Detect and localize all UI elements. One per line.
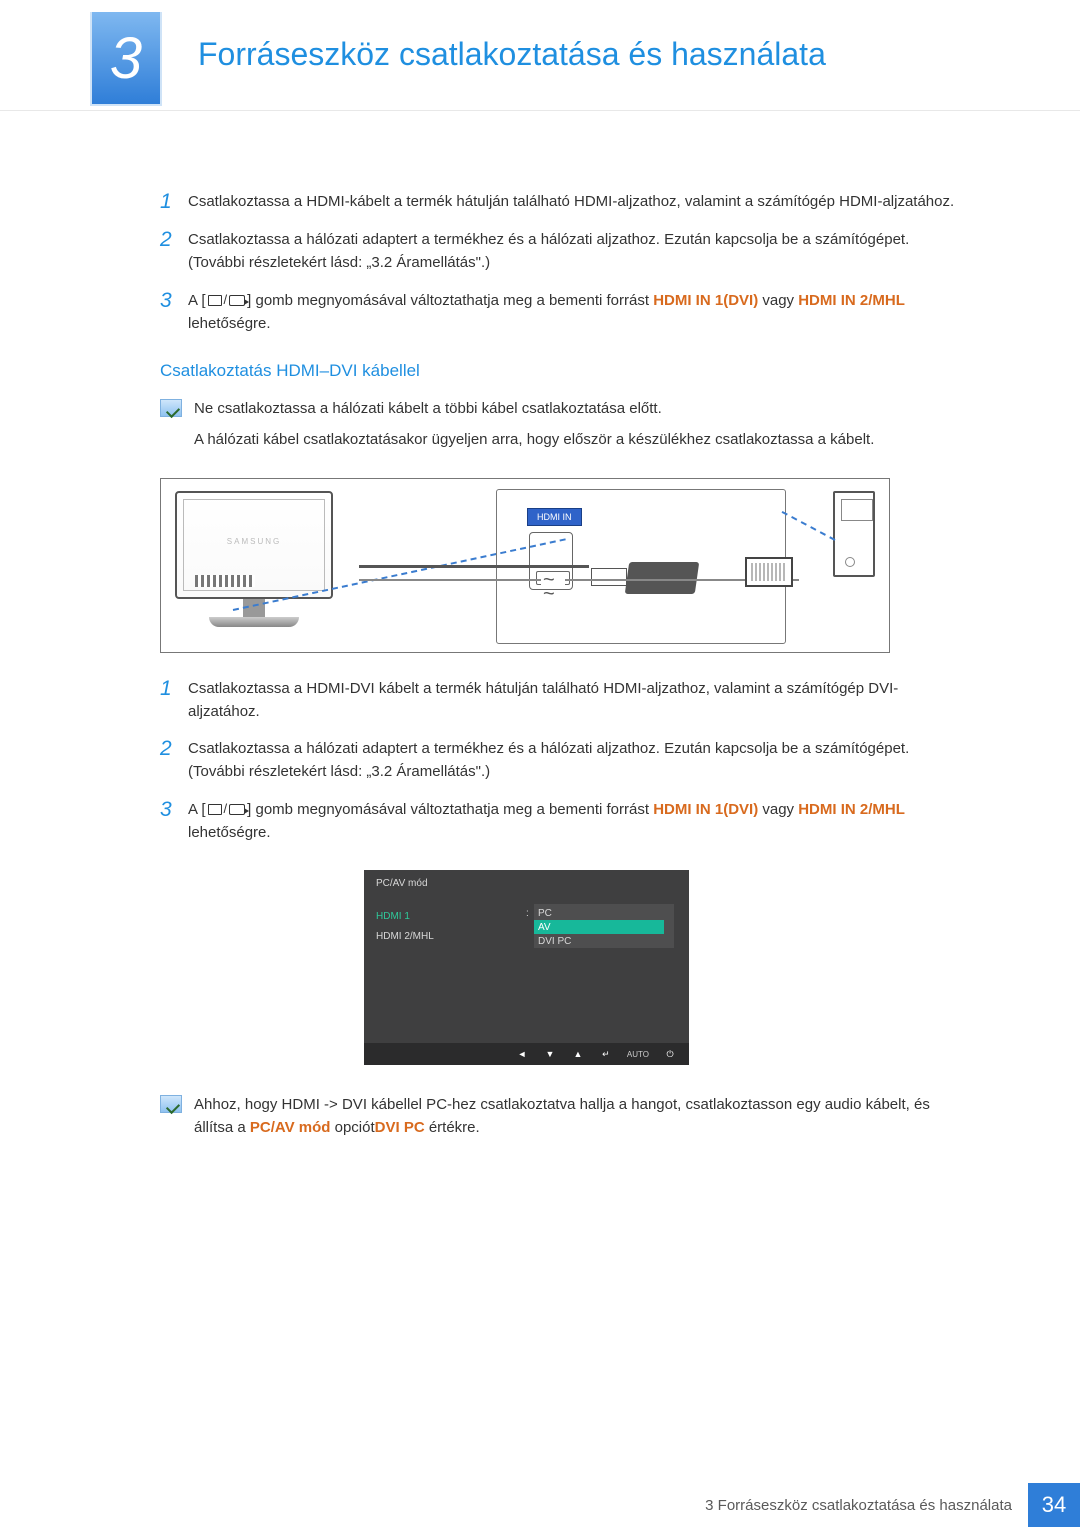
cable-break-icon <box>541 591 565 603</box>
list-item: 1 Csatlakoztassa a HDMI-kábelt a termék … <box>160 190 960 214</box>
note-body: Ne csatlakoztassa a hálózati kábelt a tö… <box>194 397 874 460</box>
osd-auto-label: AUTO <box>627 1050 649 1059</box>
monitor-brand: SAMSUNG <box>227 537 281 546</box>
osd-options: PC AV DVI PC <box>534 906 674 948</box>
pc-tower-icon <box>833 491 875 577</box>
note-block: Ahhoz, hogy HDMI -> DVI kábellel PC-hez … <box>160 1093 960 1148</box>
text-fragment: A [ <box>188 292 206 309</box>
footer-chapter-text: 3 Forráseszköz csatlakoztatása és haszná… <box>705 1483 1028 1527</box>
text-fragment: lehetőségre. <box>188 315 271 332</box>
slash-icon: / <box>224 290 228 310</box>
source-button-icon: / <box>208 290 246 310</box>
hdmi-plug-icon <box>591 568 627 586</box>
highlight-text: HDMI IN 2/MHL <box>798 801 905 818</box>
osd-title: PC/AV mód <box>376 878 428 889</box>
numbered-list-2: 1 Csatlakoztassa a HDMI-DVI kábelt a ter… <box>160 677 960 845</box>
text-fragment: opciót <box>330 1119 374 1136</box>
monitor-icon <box>208 295 222 306</box>
list-item: 1 Csatlakoztassa a HDMI-DVI kábelt a ter… <box>160 677 960 724</box>
text-fragment: értékre. <box>425 1119 480 1136</box>
highlight-text: DVI PC <box>375 1119 425 1136</box>
highlight-text: PC/AV mód <box>250 1119 331 1136</box>
dvi-connector-icon <box>745 557 793 587</box>
note-block: Ne csatlakoztassa a hálózati kábelt a tö… <box>160 397 960 460</box>
text-fragment: lehetőségre. <box>188 824 271 841</box>
numbered-list-1: 1 Csatlakoztassa a HDMI-kábelt a termék … <box>160 190 960 335</box>
highlight-text: HDMI IN 2/MHL <box>798 292 905 309</box>
cable-line <box>359 579 799 581</box>
source-button-icon: / <box>208 799 246 819</box>
osd-row: HDMI 2/MHL <box>376 928 526 944</box>
subheading-hdmi-dvi: Csatlakoztatás HDMI–DVI kábellel <box>160 361 960 381</box>
item-text: A [ / ] gomb megnyomásával változtathatja … <box>188 798 960 845</box>
osd-up-icon: ▲ <box>571 1049 585 1059</box>
item-text: Csatlakoztassa a hálózati adaptert a ter… <box>188 228 960 275</box>
hdmi-cable-icon <box>625 562 699 594</box>
page: 3 Forráseszköz csatlakoztatása és haszná… <box>0 0 1080 1527</box>
osd-power-icon: ⏻ <box>663 1049 677 1059</box>
text-fragment: vagy <box>758 292 798 309</box>
item-text: Csatlakoztassa a HDMI-DVI kábelt a termé… <box>188 677 960 724</box>
chapter-number: 3 <box>110 25 142 92</box>
cable-line <box>359 565 589 568</box>
item-text: Csatlakoztassa a hálózati adaptert a ter… <box>188 737 960 784</box>
hdmi-in-label: HDMI IN <box>527 508 582 526</box>
connection-diagram: SAMSUNG HDMI IN <box>160 478 890 653</box>
note-icon <box>160 399 182 417</box>
slash-icon: / <box>224 799 228 819</box>
note-body: Ahhoz, hogy HDMI -> DVI kábellel PC-hez … <box>194 1093 960 1148</box>
list-item: 3 A [ / ] gomb megnyomásával változtathatj… <box>160 798 960 845</box>
highlight-text: HDMI IN 1(DVI) <box>653 801 758 818</box>
osd-label-hdmi1: HDMI 1 <box>376 911 526 922</box>
osd-row: HDMI 1 <box>376 908 526 924</box>
item-number: 2 <box>160 737 188 784</box>
item-text: A [ / ] gomb megnyomásával változtathatja … <box>188 289 960 336</box>
text-fragment: ] gomb megnyomásával változtathatja meg … <box>247 801 653 818</box>
list-item: 2 Csatlakoztassa a hálózati adaptert a t… <box>160 737 960 784</box>
dashed-connector-line <box>782 510 836 540</box>
page-footer: 3 Forráseszköz csatlakoztatása és haszná… <box>0 1483 1080 1527</box>
item-number: 1 <box>160 190 188 214</box>
note-line: A hálózati kábel csatlakoztatásakor ügye… <box>194 428 874 451</box>
item-number: 2 <box>160 228 188 275</box>
note-line: Ahhoz, hogy HDMI -> DVI kábellel PC-hez … <box>194 1093 960 1140</box>
osd-label-hdmi2: HDMI 2/MHL <box>376 931 526 942</box>
input-source-icon <box>229 295 245 306</box>
item-text: Csatlakoztassa a HDMI-kábelt a termék há… <box>188 190 954 214</box>
list-item: 3 A [ / ] gomb megnyomásával változtathatj… <box>160 289 960 336</box>
note-icon <box>160 1095 182 1113</box>
list-item: 2 Csatlakoztassa a hálózati adaptert a t… <box>160 228 960 275</box>
osd-enter-icon: ↵ <box>599 1049 613 1059</box>
item-number: 3 <box>160 798 188 845</box>
text-fragment: vagy <box>758 801 798 818</box>
item-number: 1 <box>160 677 188 724</box>
monitor-illustration: SAMSUNG <box>175 491 333 631</box>
input-source-icon <box>229 804 245 815</box>
osd-button-bar: ◄ ▼ ▲ ↵ AUTO ⏻ <box>364 1043 689 1065</box>
osd-colon: : <box>526 908 529 919</box>
osd-menu: PC/AV mód HDMI 1 : HDMI 2/MHL PC AV DVI … <box>364 870 689 1065</box>
highlight-text: HDMI IN 1(DVI) <box>653 292 758 309</box>
osd-option-av: AV <box>534 920 664 934</box>
monitor-icon <box>208 804 222 815</box>
note-line: Ne csatlakoztassa a hálózati kábelt a tö… <box>194 397 874 420</box>
item-number: 3 <box>160 289 188 336</box>
content: 1 Csatlakoztassa a HDMI-kábelt a termék … <box>160 190 960 1166</box>
osd-option-dvipc: DVI PC <box>534 934 674 948</box>
osd-down-icon: ▼ <box>543 1049 557 1059</box>
header-rule <box>0 110 1080 111</box>
osd-left-icon: ◄ <box>515 1049 529 1059</box>
chapter-badge: 3 <box>90 12 162 106</box>
chapter-title: Forráseszköz csatlakoztatása és használa… <box>198 36 826 73</box>
footer-page-number: 34 <box>1028 1483 1080 1527</box>
text-fragment: ] gomb megnyomásával változtathatja meg … <box>247 292 653 309</box>
text-fragment: A [ <box>188 801 206 818</box>
osd-option-pc: PC <box>534 906 674 920</box>
